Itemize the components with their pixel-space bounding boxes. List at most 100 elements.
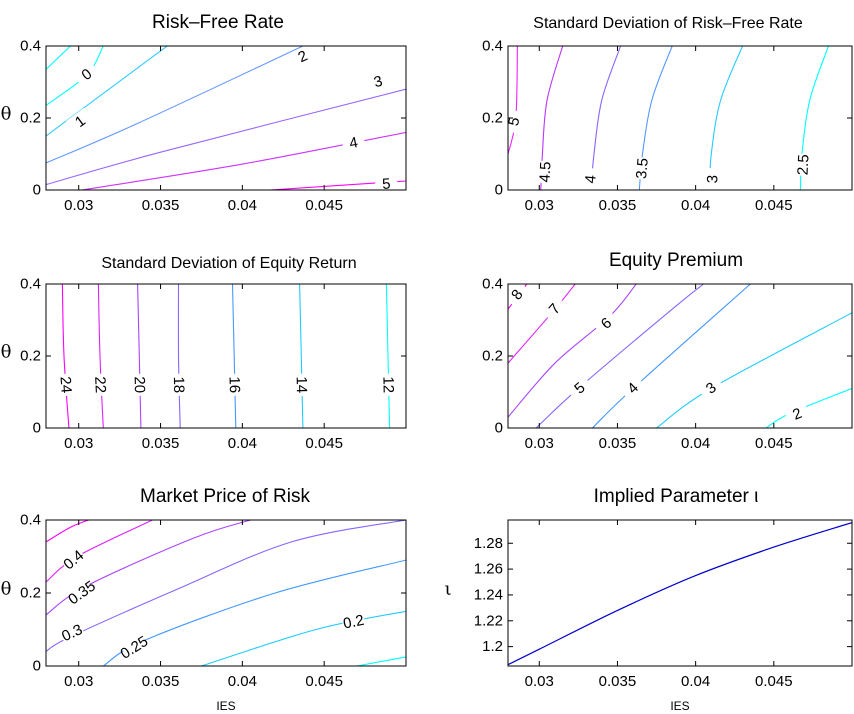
series-line bbox=[508, 522, 852, 666]
contour-label-bg bbox=[90, 373, 110, 397]
x-tick-label: 0.045 bbox=[755, 435, 793, 452]
x-tick-label: 0.03 bbox=[525, 435, 554, 452]
contour-label: 3 bbox=[704, 175, 721, 184]
panel-plot: 5 4.5 4 3.5 3 2.5 0.03 0.035 0.04 0.045 0 0.2 0.4 bbox=[482, 38, 853, 214]
contour-line bbox=[385, 284, 391, 428]
contour-label: 3 bbox=[372, 73, 384, 92]
y-tick-label: 0.4 bbox=[482, 276, 503, 293]
panel-plot: 24 22 20 18 16 14 12 0.03 0.035 0.04 0.045 0 0.2 0.4 θ bbox=[1, 276, 407, 452]
y-tick-label: 0.4 bbox=[20, 512, 41, 529]
y-tick-label: 0.2 bbox=[20, 348, 41, 365]
y-tick-label: 1.28 bbox=[474, 535, 503, 552]
contour-label: 14 bbox=[293, 376, 310, 393]
panel-title: Standard Deviation of Equity Return bbox=[101, 255, 356, 272]
y-tick-label: 0.4 bbox=[482, 38, 503, 55]
contour-line bbox=[61, 284, 70, 428]
contour-line bbox=[46, 520, 251, 616]
panel-plot: 0.03 0.035 0.04 0.045 1.2 1.22 1.24 1.26 1.28 ι IE… bbox=[444, 519, 853, 713]
contour-label: 0.3 bbox=[59, 621, 85, 645]
x-tick-label: 0.04 bbox=[681, 197, 710, 214]
contour-line bbox=[535, 284, 704, 428]
contour-label: 3.5 bbox=[633, 157, 652, 179]
contour-label-bg bbox=[59, 546, 89, 575]
y-tick-label: 0.2 bbox=[482, 110, 503, 127]
x-tick-label: 0.045 bbox=[305, 435, 343, 452]
y-tick-label: 0 bbox=[33, 420, 41, 437]
contour-label: 20 bbox=[131, 376, 148, 393]
contour-label-bg bbox=[341, 611, 367, 634]
contour-label-bg bbox=[508, 284, 532, 310]
contour-label: 2.5 bbox=[795, 154, 813, 176]
contour-line bbox=[656, 312, 852, 428]
contour-line bbox=[356, 656, 406, 666]
contour-line bbox=[46, 520, 153, 583]
contour-label-bg bbox=[703, 167, 723, 190]
y-tick-label: 0.2 bbox=[20, 585, 41, 602]
contour-label: 12 bbox=[379, 376, 396, 393]
contour-line bbox=[46, 46, 71, 70]
contour-line bbox=[299, 284, 304, 428]
contour-label-bg bbox=[289, 46, 317, 70]
contour-label: 16 bbox=[226, 376, 243, 393]
contour-label: 4 bbox=[582, 174, 600, 184]
contour-label-bg bbox=[592, 309, 621, 338]
y-tick-label: 0.4 bbox=[20, 276, 41, 293]
contour-label-bg bbox=[378, 373, 398, 397]
y-tick-label: 0 bbox=[495, 420, 503, 437]
contour-line bbox=[46, 46, 304, 164]
x-tick-label: 0.03 bbox=[525, 197, 554, 214]
y-tick-label: 1.2 bbox=[482, 638, 503, 655]
y-tick-label: 0 bbox=[33, 182, 41, 199]
contour-line bbox=[592, 284, 751, 428]
axes-frame bbox=[45, 519, 407, 667]
x-tick-label: 0.045 bbox=[755, 673, 793, 690]
contour-label-bg bbox=[540, 294, 569, 324]
x-axis-label: IES bbox=[216, 699, 235, 713]
x-tick-label: 0.035 bbox=[599, 435, 637, 452]
y-axis-label: θ bbox=[1, 579, 12, 600]
contour-label-bg bbox=[697, 374, 726, 403]
contour-label-bg bbox=[66, 107, 95, 136]
x-tick-label: 0.04 bbox=[681, 435, 710, 452]
contour-label-bg bbox=[565, 374, 595, 403]
contour-line bbox=[590, 46, 622, 190]
x-tick-label: 0.035 bbox=[142, 673, 180, 690]
y-tick-label: 1.26 bbox=[474, 561, 503, 578]
panel-market-price-of-risk: Market Price of Risk 0.40.350.3 0.250.20.… bbox=[1, 486, 407, 713]
x-tick-label: 0.04 bbox=[228, 197, 257, 214]
x-tick-label: 0.045 bbox=[305, 197, 343, 214]
contour-label-bg bbox=[580, 167, 601, 190]
contour-line bbox=[177, 284, 181, 428]
x-tick-label: 0.04 bbox=[228, 435, 257, 452]
x-tick-label: 0.045 bbox=[755, 197, 793, 214]
x-tick-label: 0.035 bbox=[599, 197, 637, 214]
x-axis-label: IES bbox=[670, 699, 689, 713]
contour-line bbox=[46, 46, 168, 137]
contour-label-bg bbox=[224, 373, 244, 396]
contour-line bbox=[137, 284, 142, 428]
x-tick-label: 0.03 bbox=[64, 673, 93, 690]
axes-frame bbox=[507, 519, 853, 667]
x-tick-label: 0.04 bbox=[228, 673, 257, 690]
contour-label: 18 bbox=[170, 376, 187, 393]
panel-title: Standard Deviation of Risk–Free Rate bbox=[533, 15, 803, 32]
contour-label: 5 bbox=[505, 116, 523, 128]
contour-label-bg bbox=[67, 579, 97, 607]
x-tick-label: 0.035 bbox=[599, 673, 637, 690]
contour-label-bg bbox=[58, 620, 86, 646]
panel-title: Equity Premium bbox=[609, 250, 743, 271]
contour-line bbox=[231, 284, 237, 428]
contour-label-bg bbox=[292, 373, 311, 396]
contour-line bbox=[102, 559, 406, 666]
panel-plot: 0.40.350.3 0.250.20.03 0.035 0.04 0.04500.20… bbox=[1, 512, 407, 713]
y-axis-label: ι bbox=[444, 579, 451, 600]
panel-std-equity-return: Standard Deviation of Equity Return 24 22… bbox=[1, 255, 407, 452]
contour-label-bg bbox=[618, 374, 648, 403]
contour-label: 24 bbox=[57, 376, 75, 394]
contour-label-bg bbox=[72, 60, 102, 89]
contour-label-bg bbox=[169, 373, 188, 397]
panel-title: Market Price of Risk bbox=[140, 486, 310, 507]
contour-label-bg bbox=[536, 160, 555, 184]
contour-label: 0.4 bbox=[60, 547, 87, 573]
